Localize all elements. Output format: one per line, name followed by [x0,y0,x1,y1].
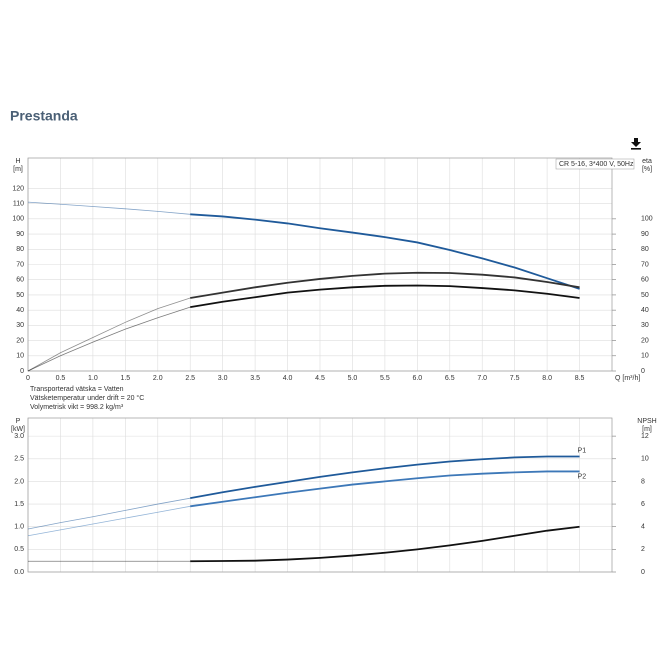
series-line-extrapolated [27,306,191,372]
x-tick-label: 5.5 [380,375,390,382]
y-tick-label: 1.5 [14,501,24,508]
y2-tick-label: 10 [641,456,649,463]
y2-tick-label: 12 [641,433,649,440]
y-tick-label: 1.0 [14,524,24,531]
download-icon[interactable] [631,138,641,150]
y2-tick-label: 10 [641,353,649,360]
plot-frame [27,417,613,573]
x-tick-label: 2.5 [185,375,195,382]
y-tick-label: 0 [20,368,24,375]
x-tick-label: 2.0 [153,375,163,382]
y-tick-label: 40 [16,307,24,314]
series-line [190,525,580,563]
y2-axis-label: NPSH [637,418,656,425]
series-line [190,213,580,290]
y-tick-label: 50 [16,292,24,299]
y-tick-label: 2.0 [14,478,24,485]
series-line [190,470,580,508]
series-line-extrapolated [27,505,191,537]
y2-tick-label: 0 [641,569,645,576]
y2-tick-label: 6 [641,501,645,508]
y-axis-unit: [m] [13,166,23,173]
y-tick-label: 3.0 [14,433,24,440]
y-tick-label: 80 [16,246,24,253]
x-tick-label: 5.0 [348,375,358,382]
y2-tick-label: 8 [641,478,645,485]
y2-tick-label: 60 [641,277,649,284]
x-tick-label: 0 [26,375,30,382]
y2-tick-label: 4 [641,524,645,531]
y-tick-label: 0.0 [14,569,24,576]
x-tick-label: 6.0 [412,375,422,382]
y-tick-label: 20 [16,337,24,344]
series-line [190,455,580,500]
plot-frame [27,157,613,372]
y2-tick-label: 40 [641,307,649,314]
series-line [190,271,580,299]
x-tick-label: 4.5 [315,375,325,382]
y2-tick-label: 90 [641,231,649,238]
series-line-extrapolated [27,497,191,530]
y-tick-label: 70 [16,261,24,268]
x-axis-label: Q [m³/h] [615,375,640,382]
y2-tick-label: 80 [641,246,649,253]
y2-tick-label: 50 [641,292,649,299]
annotation: CR 5-16, 3*400 V, 50Hz [559,161,634,168]
y2-axis-unit: [%] [642,166,652,173]
y2-tick-label: 20 [641,337,649,344]
page-title: Prestanda [10,108,78,124]
annotation-box [555,158,635,170]
series-line-extrapolated [27,297,191,372]
y-tick-label: 90 [16,231,24,238]
series-line [190,284,580,308]
y-tick-label: 2.5 [14,456,24,463]
x-tick-label: 7.0 [477,375,487,382]
y2-tick-label: 0 [641,368,645,375]
y-tick-label: 30 [16,322,24,329]
note: Transporterad vätska = Vatten [30,386,124,393]
y-tick-label: 120 [12,185,24,192]
y-tick-label: 110 [13,200,24,207]
y-tick-label: 60 [16,277,24,284]
y-axis-unit: [kW] [11,426,25,433]
x-tick-label: 6.5 [445,375,455,382]
x-tick-label: 8.5 [575,375,585,382]
x-tick-label: 0.5 [56,375,66,382]
note: Vätsketemperatur under drift = 20 °C [30,394,144,402]
x-tick-label: 3.5 [250,375,260,382]
note: Volymetrisk vikt = 998.2 kg/m³ [30,404,124,411]
y-tick-label: 10 [16,353,24,360]
x-tick-label: 1.5 [120,375,130,382]
x-tick-label: 8.0 [542,375,552,382]
y-tick-label: 0.5 [14,546,24,553]
y2-tick-label: 100 [641,216,653,223]
y2-axis-unit: [m] [642,426,652,433]
x-tick-label: 1.0 [88,375,98,382]
x-tick-label: 3.0 [218,375,228,382]
y2-tick-label: 2 [641,546,645,553]
y-axis-label: P [16,418,21,425]
y-tick-label: 100 [12,216,24,223]
series-label: P1 [578,447,587,454]
x-tick-label: 4.0 [283,375,293,382]
y2-axis-label: eta [642,158,652,165]
y-axis-label: H [15,158,20,165]
series-label: P2 [578,473,587,480]
x-tick-label: 7.5 [510,375,520,382]
y2-tick-label: 30 [641,322,649,329]
y2-tick-label: 70 [641,261,649,268]
series-line-extrapolated [27,201,191,215]
